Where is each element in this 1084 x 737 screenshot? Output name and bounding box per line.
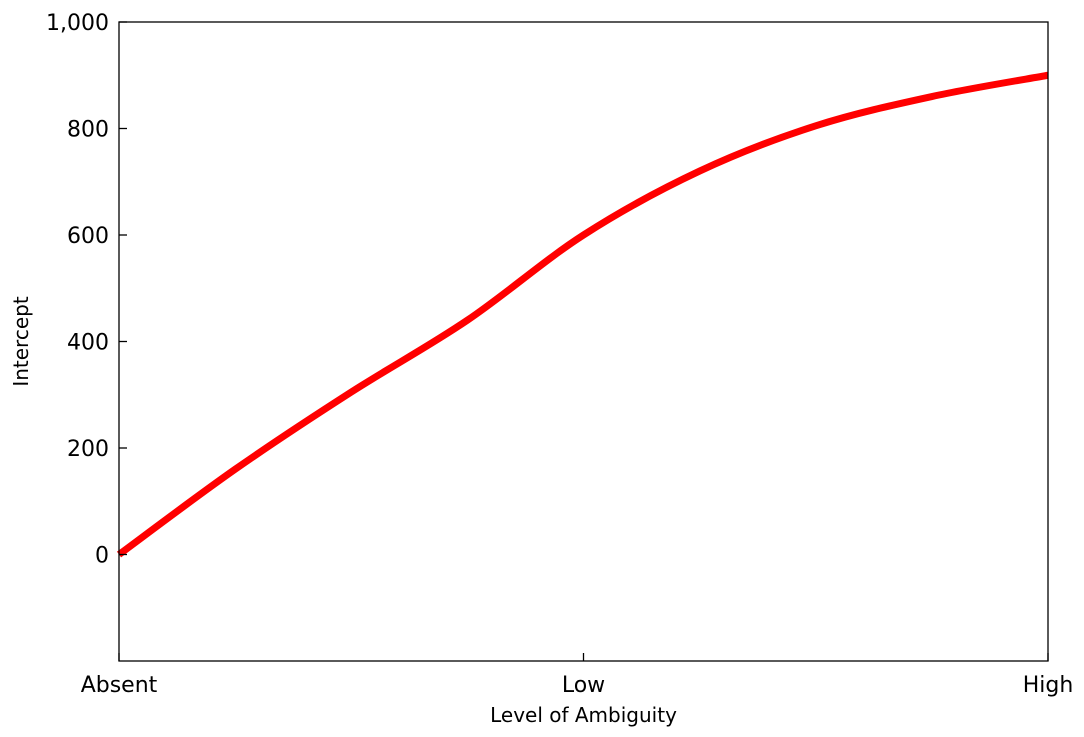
y-tick-label: 600 [67,224,109,249]
y-axis-ticks: 0 200 400 600 800 1,000 [46,11,127,569]
series-line-intercept [116,71,1049,558]
plot-area [116,71,1049,558]
axes-frame [118,21,1049,662]
x-tick-label: Low [562,673,605,698]
x-tick-label: High [1023,673,1074,698]
x-tick-label: Absent [81,673,158,698]
y-tick-label: 0 [95,544,109,569]
y-tick-label: 800 [67,118,109,143]
x-axis-ticks: Absent Low High [81,653,1074,698]
y-tick-label: 400 [67,331,109,356]
y-tick-label: 200 [67,437,109,462]
y-axis-label: Intercept [9,296,33,387]
y-tick-label: 1,000 [46,11,109,36]
x-axis-label: Level of Ambiguity [490,703,677,727]
